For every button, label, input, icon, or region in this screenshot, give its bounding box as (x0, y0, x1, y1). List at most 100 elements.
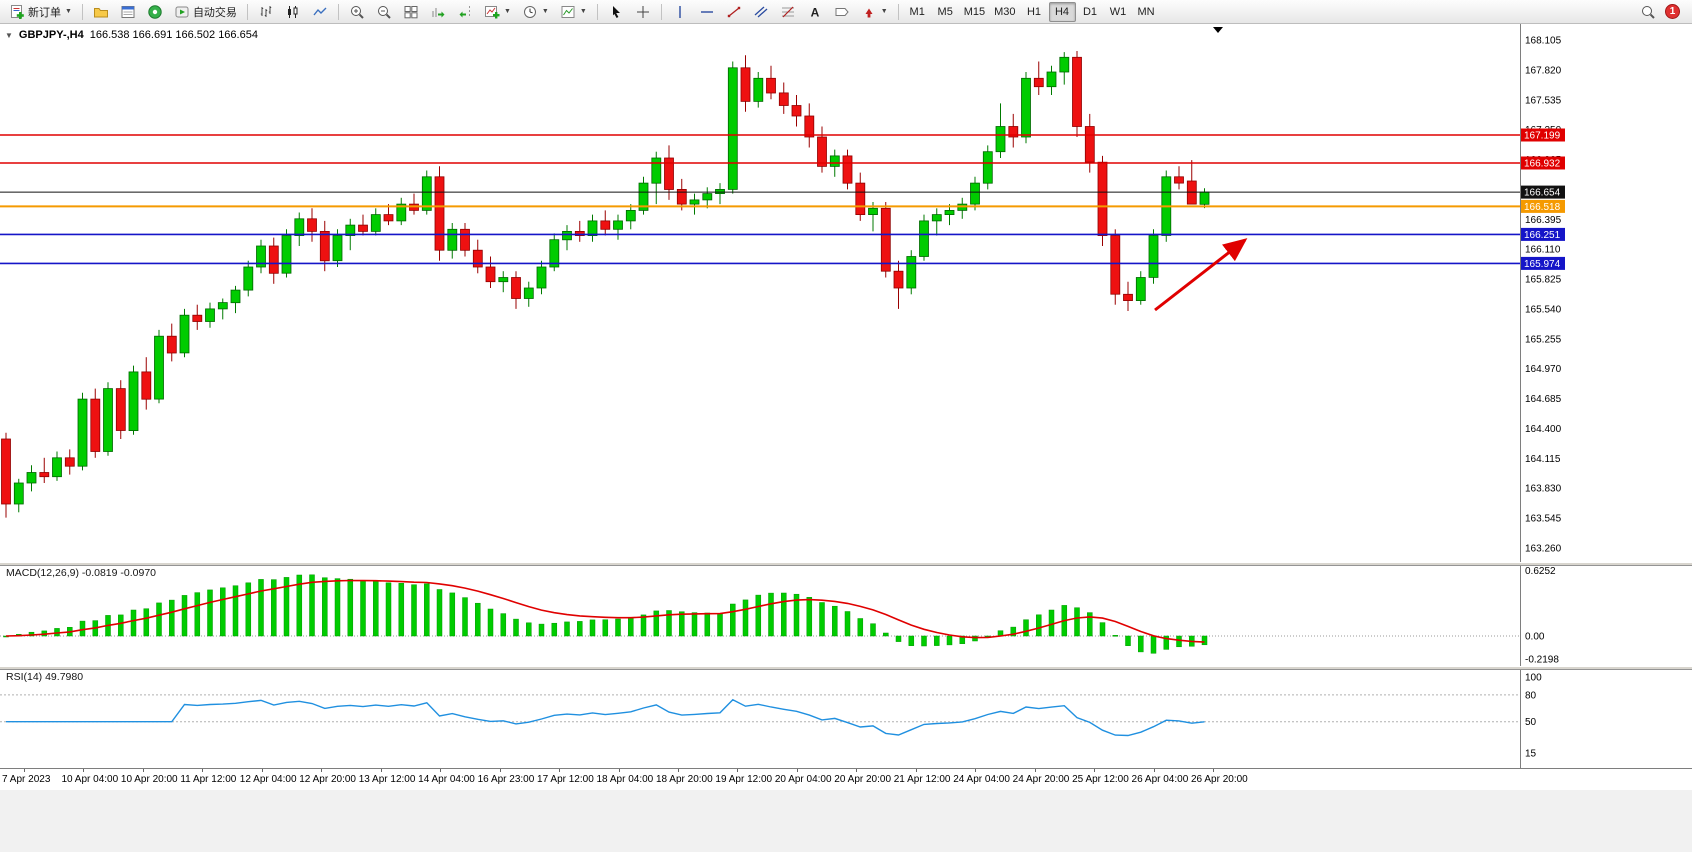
chart-shift-button[interactable] (452, 1, 478, 22)
templates-icon (561, 5, 575, 18)
time-label: 11 Apr 12:00 (180, 774, 237, 785)
svg-text:165.540: 165.540 (1525, 304, 1562, 315)
toolbar-separator (246, 3, 248, 20)
time-label: 10 Apr 04:00 (61, 774, 119, 785)
time-label: 10 Apr 20:00 (120, 774, 178, 785)
trendline-button[interactable] (721, 1, 747, 22)
timeframe-M15[interactable]: M15 (960, 2, 989, 22)
svg-text:0.6252: 0.6252 (1525, 566, 1556, 577)
cursor-button[interactable] (603, 1, 629, 22)
auto-trading-label: 自动交易 (192, 6, 237, 19)
svg-text:166.110: 166.110 (1525, 245, 1561, 256)
zoom-in-icon (350, 5, 364, 19)
chart-canvas[interactable]: 168.105167.820167.535167.250166.965166.6… (0, 24, 1692, 768)
rsi-line (6, 698, 1205, 737)
panel-splitter[interactable] (0, 666, 1692, 670)
price-badge: 166.654 (1524, 188, 1561, 199)
text-label-icon (835, 7, 849, 16)
line-chart-button[interactable] (307, 1, 333, 22)
search-icon[interactable] (1640, 4, 1656, 20)
svg-text:80: 80 (1525, 690, 1537, 701)
panel-splitter[interactable] (0, 562, 1692, 566)
crosshair-button[interactable] (630, 1, 656, 22)
macd-label: MACD(12,26,9) -0.0819 -0.0970 (6, 567, 156, 579)
svg-text:163.545: 163.545 (1525, 514, 1562, 525)
svg-text:165.255: 165.255 (1525, 334, 1562, 345)
timeframe-M30[interactable]: M30 (990, 2, 1019, 22)
time-label: 7 Apr 2023 (2, 774, 51, 785)
arrow-object-icon (865, 8, 873, 17)
tile-windows-button[interactable] (398, 1, 424, 22)
templates-button[interactable]: ▼ (555, 1, 592, 22)
svg-text:15: 15 (1525, 749, 1537, 760)
timeframe-MN[interactable]: MN (1133, 2, 1160, 22)
time-label: 19 Apr 12:00 (715, 774, 773, 785)
timeframe-M5[interactable]: M5 (932, 2, 959, 22)
community-button[interactable] (142, 1, 168, 22)
svg-text:163.260: 163.260 (1525, 544, 1562, 555)
profiles-button[interactable] (88, 1, 114, 22)
line-chart-icon (313, 7, 327, 15)
market-watch-button[interactable] (115, 1, 141, 22)
arrows-button[interactable]: ▼ (856, 1, 893, 22)
svg-text:0.00: 0.00 (1525, 632, 1545, 643)
periods-button[interactable]: ▼ (517, 1, 554, 22)
time-label: 25 Apr 12:00 (1072, 774, 1129, 785)
candles-layer (1, 51, 1210, 518)
indicators-button[interactable]: ▼ (479, 1, 516, 22)
window-bottom-area (0, 790, 1692, 852)
horizontal-line-button[interactable] (694, 1, 720, 22)
price-badge: 165.974 (1524, 259, 1561, 270)
vertical-line-button[interactable] (667, 1, 693, 22)
price-badge: 167.199 (1524, 131, 1561, 142)
chevron-down-icon: ▼ (65, 8, 72, 15)
horizontal-line-icon (700, 10, 713, 13)
equidistant-channel-button[interactable] (748, 1, 774, 22)
timeframe-H4[interactable]: H4 (1048, 1, 1076, 22)
macd-panel: 0.6252 0.00 -0.2198 (0, 566, 1559, 666)
toolbar-right: 1 (1640, 4, 1688, 20)
notifications-badge[interactable]: 1 (1665, 4, 1680, 19)
svg-text:164.400: 164.400 (1525, 424, 1562, 435)
auto-scroll-button[interactable] (425, 1, 451, 22)
chart-shift-marker (1213, 27, 1223, 33)
annotation-arrow (1154, 238, 1248, 312)
trendline-icon (727, 6, 740, 17)
toolbar-separator (897, 3, 899, 20)
new-order-button[interactable]: 新订单 ▼ (4, 1, 77, 22)
time-label: 18 Apr 04:00 (596, 774, 654, 785)
timeframe-M1[interactable]: M1 (904, 2, 931, 22)
fibonacci-button[interactable] (775, 1, 801, 22)
price-badge: 166.251 (1524, 230, 1561, 241)
auto-scroll-icon (432, 7, 445, 17)
chevron-down-icon: ▼ (541, 8, 549, 15)
price-scale[interactable]: 168.105167.820167.535167.250166.965166.6… (1525, 36, 1562, 555)
text-button[interactable]: A (802, 1, 828, 22)
one-click-panel-toggle[interactable]: ▼ (5, 30, 13, 40)
timeframe-W1[interactable]: W1 (1105, 2, 1132, 22)
time-axis[interactable]: 7 Apr 2023 10 Apr 04:00 10 Apr 20:00 11 Apr… (0, 768, 1692, 790)
svg-text:168.105: 168.105 (1525, 36, 1562, 47)
fibonacci-icon (781, 6, 794, 17)
timeframe-D1[interactable]: D1 (1077, 2, 1104, 22)
zoom-in-button[interactable] (344, 1, 370, 22)
timeframe-H1[interactable]: H1 (1021, 2, 1048, 22)
candlestick-chart-button[interactable] (280, 1, 306, 22)
zoom-out-button[interactable] (371, 1, 397, 22)
chart-area[interactable]: ▼ GBPJPY-,H4 166.538 166.691 166.502 166… (0, 24, 1692, 768)
levels-layer: 167.199 166.932 166.654 166.518 166.251 165.9… (0, 128, 1565, 270)
symbol-period-label: GBPJPY-,H4 (18, 29, 84, 41)
text-label-button[interactable] (829, 1, 855, 22)
svg-text:A: A (810, 5, 819, 19)
svg-text:167.820: 167.820 (1525, 65, 1562, 76)
auto-trading-button[interactable]: 自动交易 (169, 1, 242, 22)
svg-text:50: 50 (1525, 717, 1537, 728)
svg-text:164.685: 164.685 (1525, 394, 1562, 405)
text-icon: A (810, 5, 819, 19)
new-order-icon (11, 4, 24, 19)
toolbar-separator (337, 3, 339, 20)
time-label: 14 Apr 04:00 (418, 774, 475, 785)
time-label: 20 Apr 04:00 (774, 774, 832, 785)
tile-windows-icon (404, 5, 418, 18)
bar-chart-button[interactable] (253, 1, 279, 22)
